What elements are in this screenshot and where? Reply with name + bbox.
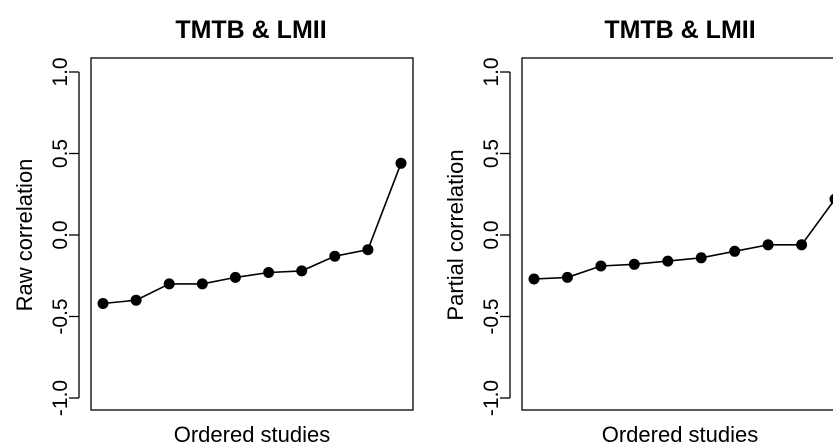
y-axis-label: Raw correlation: [12, 159, 37, 312]
y-tick-label: 1.0: [480, 57, 503, 86]
chart-title: TMTB & LMII: [175, 16, 326, 44]
data-point: [662, 255, 674, 267]
data-point: [229, 271, 241, 283]
data-point: [395, 157, 407, 169]
y-tick-group: -1.0 -0.5 0.0 0.5 1.0: [49, 57, 79, 416]
y-tick-label: 0.0: [480, 220, 503, 249]
data-point: [329, 250, 341, 262]
x-axis-label: Ordered studies: [602, 422, 759, 444]
data-point: [196, 278, 208, 290]
data-point: [628, 258, 640, 270]
y-tick-label: -1.0: [480, 380, 503, 416]
data-point: [97, 298, 109, 309]
y-tick-group: -1.0 -0.5 0.0 0.5 1.0: [480, 57, 510, 416]
y-tick-label: -1.0: [49, 380, 72, 416]
y-tick-label: 0.0: [49, 220, 72, 249]
chart-title: TMTB & LMII: [604, 16, 755, 44]
data-point: [729, 245, 741, 257]
data-point: [163, 278, 175, 290]
plot-area-frame: [90, 57, 414, 411]
series-line: [102, 163, 402, 305]
data-point: [561, 271, 573, 283]
series-partial-correlation: [528, 193, 833, 285]
data-point: [296, 265, 308, 277]
y-axis-label: Partial correlation: [443, 149, 468, 320]
y-tick-label: -0.5: [480, 298, 503, 334]
data-point: [695, 252, 707, 264]
y-tick-label: 0.5: [480, 139, 503, 168]
series-raw-correlation: [97, 157, 407, 309]
data-point: [528, 273, 540, 285]
y-tick-label: -0.5: [49, 298, 72, 334]
data-point: [362, 244, 374, 256]
y-axis: -1.0 -0.5 0.0 0.5 1.0: [49, 57, 80, 416]
y-axis: -1.0 -0.5 0.0 0.5 1.0: [480, 57, 511, 416]
data-point: [796, 239, 808, 251]
data-point: [829, 193, 833, 205]
x-axis-label: Ordered studies: [174, 422, 331, 444]
y-tick-label: 1.0: [49, 57, 72, 86]
chart-panel-raw: TMTB & LMII -1.0 -0.5 0.0 0.5 1.0 Ordered st…: [12, 16, 414, 444]
plot-area-frame: [521, 57, 833, 411]
y-tick-label: 0.5: [49, 139, 72, 168]
data-point: [130, 294, 142, 306]
series-line: [533, 200, 833, 280]
data-point: [762, 239, 774, 251]
data-point: [595, 260, 607, 272]
chart-panel-partial: TMTB & LMII -1.0 -0.5 0.0 0.5 1.0 Ordered st…: [443, 16, 833, 444]
data-point: [263, 267, 275, 278]
